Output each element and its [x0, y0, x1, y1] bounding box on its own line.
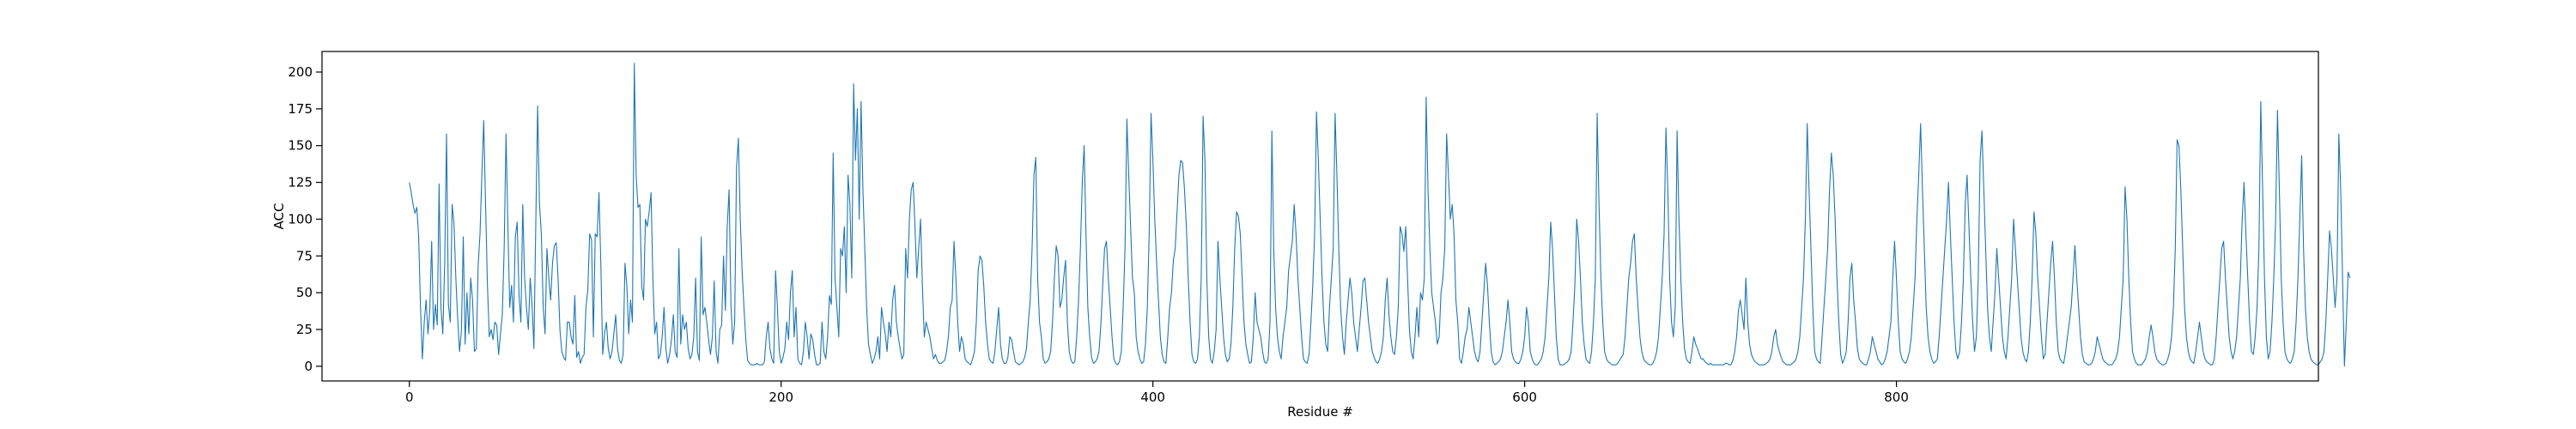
y-tick-label: 150	[288, 138, 313, 154]
y-axis-label: ACC	[271, 203, 287, 230]
x-axis-label: Residue #	[1287, 404, 1353, 420]
series-line-0	[409, 63, 2351, 367]
y-tick-label: 175	[288, 101, 313, 117]
x-tick-label: 200	[769, 390, 793, 405]
y-tick-label: 125	[288, 175, 313, 190]
y-axis-ticks: 0 25 50 75 100 125 150 175 200	[288, 64, 322, 374]
x-tick-label: 600	[1512, 390, 1537, 405]
y-tick-label: 0	[304, 359, 313, 374]
y-tick-label: 200	[288, 64, 313, 80]
y-tick-label: 50	[296, 285, 313, 300]
x-tick-label: 0	[405, 390, 414, 405]
x-axis-ticks: 0 200 400 600 800	[405, 381, 1909, 405]
y-tick-label: 25	[296, 322, 313, 337]
x-tick-label: 400	[1140, 390, 1165, 405]
x-tick-label: 800	[1884, 390, 1909, 405]
y-tick-label: 75	[296, 248, 313, 263]
y-tick-label: 100	[288, 211, 313, 227]
plot-frame	[321, 51, 2319, 382]
series-layer	[409, 63, 2351, 367]
